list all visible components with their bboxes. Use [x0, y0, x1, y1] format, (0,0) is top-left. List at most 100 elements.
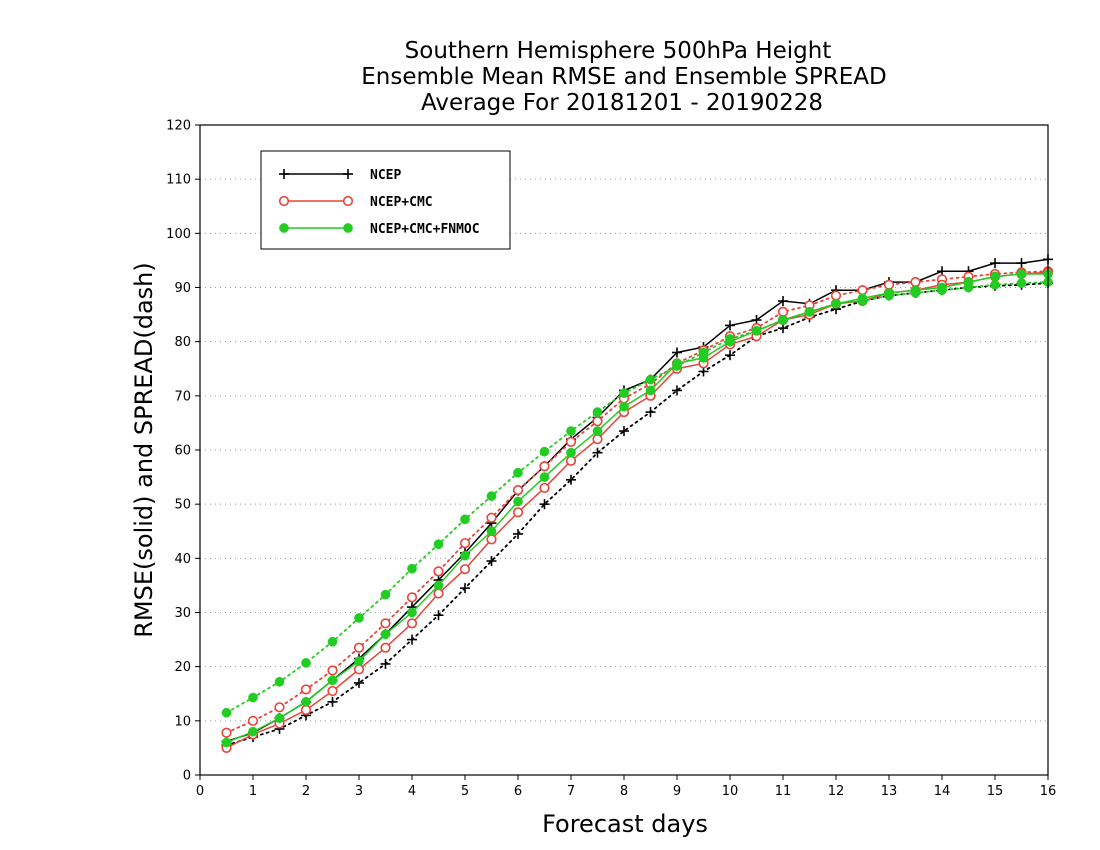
rmse-point-ncep-cmc-fnmoc — [990, 271, 1000, 282]
series-layer — [221, 254, 1054, 754]
x-tick-label: 12 — [828, 784, 845, 799]
spread-point-ncep-cmc-fnmoc — [433, 539, 444, 550]
y-tick-label: 20 — [174, 660, 191, 675]
rmse-point-ncep-cmc-fnmoc — [354, 656, 364, 667]
rmse-point-ncep-cmc-fnmoc — [327, 675, 338, 686]
spread-point-ncep — [433, 610, 444, 621]
x-tick-label: 3 — [355, 784, 363, 799]
spread-point-ncep-cmc-fnmoc — [539, 446, 550, 457]
rmse-point-ncep-cmc-fnmoc — [248, 726, 258, 737]
rmse-point-ncep-cmc — [512, 507, 524, 518]
y-tick-label: 120 — [166, 119, 191, 134]
rmse-point-ncep-cmc — [565, 455, 577, 466]
spread-point-ncep-cmc-fnmoc — [645, 374, 656, 385]
y-axis-label: RMSE(solid) and SPREAD(dash) — [130, 262, 158, 638]
spread-point-ncep-cmc-fnmoc — [380, 589, 391, 600]
y-tick-label: 40 — [174, 552, 191, 567]
y-tick-label: 0 — [183, 769, 191, 784]
x-tick-label: 2 — [302, 784, 310, 799]
spread-point-ncep-cmc-fnmoc — [221, 707, 232, 718]
spread-point-ncep-cmc-fnmoc — [592, 407, 603, 417]
spread-point-ncep — [380, 658, 391, 669]
rmse-point-ncep-cmc-fnmoc — [486, 526, 497, 537]
spread-point-ncep-cmc — [486, 512, 497, 523]
y-tick-label: 10 — [174, 714, 191, 729]
rmse-point-ncep — [1016, 258, 1027, 269]
spread-line-ncep-cmc-fnmoc — [225, 281, 1049, 714]
rmse-line-ncep — [226, 258, 1049, 743]
legend-item-ncep-cmc: NCEP+CMC — [278, 195, 433, 210]
rmse-point-ncep-cmc — [380, 642, 391, 653]
legend-label: NCEP — [370, 168, 401, 183]
rmse-point-ncep-cmc — [406, 618, 418, 629]
spread-point-ncep-cmc-fnmoc — [354, 613, 364, 623]
spread-point-ncep-cmc — [830, 290, 842, 301]
x-tick-label: 10 — [722, 784, 739, 799]
legend-label: NCEP+CMC+FNMOC — [370, 222, 480, 237]
x-tick-label: 9 — [673, 784, 681, 799]
spread-point-ncep-cmc — [221, 727, 232, 738]
spread-point-ncep-cmc-fnmoc — [274, 676, 285, 687]
rmse-point-ncep-cmc-fnmoc — [672, 358, 682, 369]
rmse-point-ncep-cmc-fnmoc — [513, 496, 523, 507]
x-tick-label: 4 — [408, 784, 416, 799]
rmse-point-ncep-cmc-fnmoc — [619, 401, 629, 412]
spread-point-ncep-cmc — [406, 592, 418, 603]
rmse-point-ncep-cmc-fnmoc — [857, 293, 868, 304]
rmse-point-ncep-cmc-fnmoc — [460, 550, 470, 561]
spread-point-ncep-cmc — [459, 538, 471, 549]
x-tick-label: 8 — [620, 784, 628, 799]
spread-point-ncep-cmc — [777, 306, 789, 317]
rmse-point-ncep-cmc-fnmoc — [910, 285, 921, 296]
series-ncep-cmc-fnmoc — [221, 269, 1053, 748]
rmse-point-ncep-cmc — [459, 564, 471, 575]
spread-point-ncep — [460, 583, 470, 594]
x-tick-label: 1 — [249, 784, 257, 799]
series-ncep — [221, 254, 1053, 751]
rmse-point-ncep-cmc-fnmoc — [963, 277, 974, 287]
rmse-line-ncep-cmc — [226, 271, 1049, 749]
legend-marker — [279, 223, 289, 233]
legend-item-ncep: NCEP — [279, 168, 401, 183]
rmse-point-ncep-cmc — [353, 664, 365, 675]
legend-marker — [279, 169, 289, 179]
rmse-point-ncep-cmc-fnmoc — [433, 580, 444, 591]
spread-point-ncep — [592, 447, 603, 458]
x-tick-label: 13 — [881, 784, 898, 799]
spread-point-ncep-cmc-fnmoc — [619, 388, 629, 398]
spread-point-ncep-cmc — [910, 276, 921, 288]
spread-point-ncep-cmc — [512, 484, 524, 496]
x-tick-label: 14 — [934, 784, 951, 799]
rmse-point-ncep-cmc-fnmoc — [725, 336, 735, 347]
spread-point-ncep — [566, 474, 576, 485]
legend-box — [260, 150, 511, 250]
legend-marker — [343, 169, 353, 179]
x-tick-label: 15 — [987, 784, 1004, 799]
rmse-point-ncep-cmc — [486, 534, 497, 545]
spread-point-ncep-cmc-fnmoc — [566, 426, 576, 436]
y-tick-label: 110 — [166, 173, 191, 188]
rmse-point-ncep-cmc — [539, 482, 550, 494]
spread-point-ncep-cmc-fnmoc — [248, 692, 258, 703]
spread-point-ncep — [645, 407, 656, 418]
spread-point-ncep-cmc — [300, 684, 312, 695]
legend-marker — [342, 195, 354, 207]
rmse-line-ncep-cmc-fnmoc — [226, 273, 1048, 744]
spread-point-ncep-cmc — [274, 702, 285, 713]
spread-point-ncep — [539, 499, 550, 510]
rmse-point-ncep-cmc-fnmoc — [301, 697, 311, 707]
spread-point-ncep — [407, 634, 417, 645]
spread-point-ncep-cmc — [380, 618, 391, 629]
spread-point-ncep-cmc-fnmoc — [327, 636, 338, 647]
plot-area-frame — [199, 124, 1049, 776]
legend-item-ncep-cmc-fnmoc: NCEP+CMC+FNMOC — [279, 222, 480, 237]
spread-point-ncep — [354, 677, 364, 688]
rmse-point-ncep-cmc-fnmoc — [274, 713, 285, 723]
rmse-point-ncep — [672, 347, 682, 358]
grid-lines — [200, 178, 1048, 722]
spread-point-ncep-cmc-fnmoc — [460, 514, 470, 525]
rmse-point-ncep-cmc-fnmoc — [221, 737, 232, 748]
chart-title-line-3: Average For 20181201 - 20190228 — [421, 90, 823, 116]
